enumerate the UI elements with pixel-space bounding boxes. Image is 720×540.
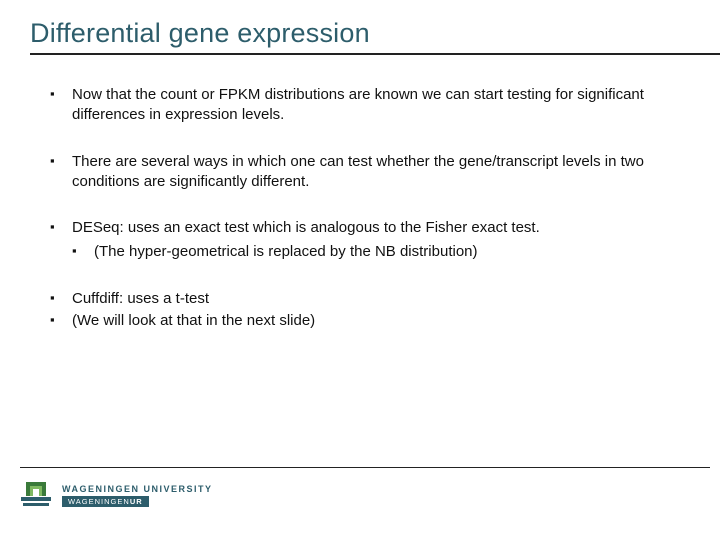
org-prefix: WAGENINGEN bbox=[68, 497, 130, 506]
logo-text: WAGENINGEN UNIVERSITY WAGENINGENUR bbox=[62, 484, 213, 507]
bullet-text: DESeq: uses an exact test which is analo… bbox=[72, 219, 540, 236]
sub-bullet-text: (The hyper-geometrical is replaced by th… bbox=[94, 243, 478, 260]
bullet-text: (We will look at that in the next slide) bbox=[72, 312, 315, 329]
footer-rule bbox=[20, 467, 710, 468]
content-area: Now that the count or FPKM distributions… bbox=[0, 55, 720, 331]
slide: Differential gene expression Now that th… bbox=[0, 0, 720, 540]
bullet-list: Now that the count or FPKM distributions… bbox=[50, 85, 670, 331]
university-name: WAGENINGEN UNIVERSITY bbox=[62, 484, 213, 494]
list-item: (We will look at that in the next slide) bbox=[50, 311, 670, 331]
wageningen-logo-icon bbox=[20, 480, 52, 510]
bullet-text: There are several ways in which one can … bbox=[72, 153, 644, 190]
title-area: Differential gene expression bbox=[0, 0, 720, 55]
org-badge: WAGENINGENUR bbox=[62, 496, 149, 507]
list-item: There are several ways in which one can … bbox=[50, 152, 670, 193]
list-item: Now that the count or FPKM distributions… bbox=[50, 85, 670, 126]
list-item: DESeq: uses an exact test which is analo… bbox=[50, 218, 670, 263]
bullet-text: Now that the count or FPKM distributions… bbox=[72, 86, 644, 123]
bullet-text: Cuffdiff: uses a t-test bbox=[72, 290, 209, 307]
org-suffix: UR bbox=[130, 497, 143, 506]
slide-title: Differential gene expression bbox=[30, 18, 720, 49]
list-item: Cuffdiff: uses a t-test bbox=[50, 289, 670, 309]
sub-list-item: (The hyper-geometrical is replaced by th… bbox=[72, 242, 670, 262]
logo-area: WAGENINGEN UNIVERSITY WAGENINGENUR bbox=[0, 480, 720, 510]
sub-list: (The hyper-geometrical is replaced by th… bbox=[72, 242, 670, 262]
footer: WAGENINGEN UNIVERSITY WAGENINGENUR bbox=[0, 467, 720, 510]
